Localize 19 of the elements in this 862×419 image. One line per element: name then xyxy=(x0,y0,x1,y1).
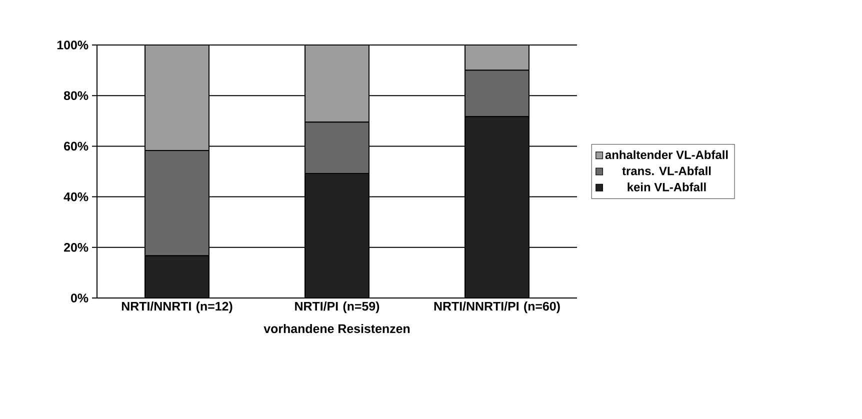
legend-label: anhaltender VL-Abfall xyxy=(605,150,728,160)
y-tick-label: 80% xyxy=(64,91,88,100)
y-tick-label: 0% xyxy=(71,294,88,302)
legend-label: kein VL-Abfall xyxy=(628,182,706,192)
y-tick-label: 100% xyxy=(57,40,88,50)
bar xyxy=(304,44,370,123)
bar xyxy=(304,173,370,298)
x-tick-label: NRTI/PI (n=59) xyxy=(295,302,380,314)
x-axis-title: vorhandene Resistenzen xyxy=(264,324,410,334)
bar xyxy=(144,44,210,151)
bar xyxy=(464,116,530,298)
y-tick-label: 20% xyxy=(64,243,88,252)
bar xyxy=(464,44,530,71)
bar xyxy=(144,255,210,298)
y-tick-label: 60% xyxy=(64,142,88,151)
x-tick-label: NRTI/NNRTI/PI (n=60) xyxy=(434,302,560,314)
y-tick-label: 40% xyxy=(64,192,88,202)
x-tick-label: NRTI/NNRTI (n=12) xyxy=(122,302,232,314)
legend-label: trans. VL-Abfall xyxy=(622,166,711,176)
